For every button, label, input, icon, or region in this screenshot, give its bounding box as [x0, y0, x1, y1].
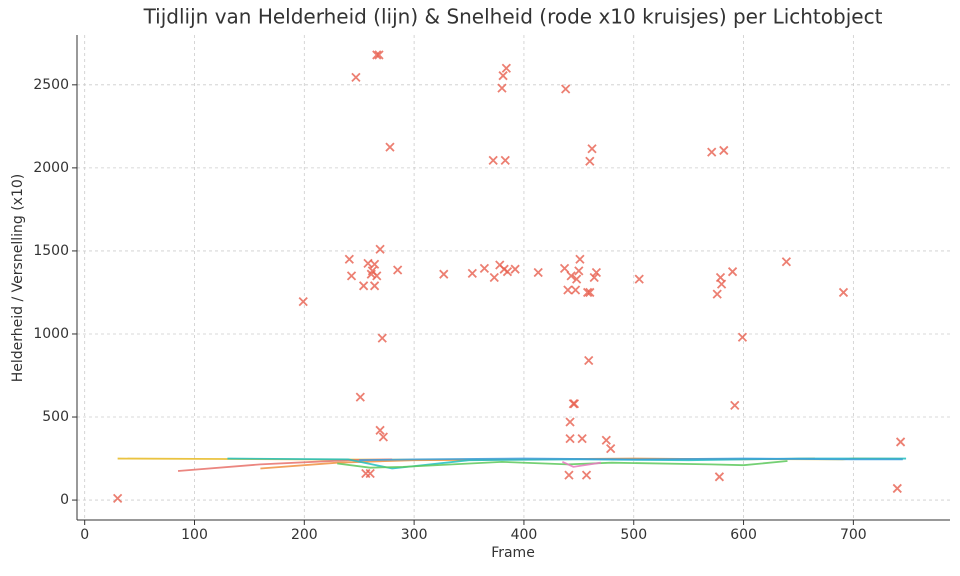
- speed-marker: [634, 274, 644, 284]
- speed-marker: [582, 287, 593, 298]
- speed-marker: [577, 433, 587, 444]
- speed-marker: [575, 254, 585, 264]
- speed-marker: [377, 333, 387, 343]
- speed-marker: [585, 287, 595, 298]
- speed-marker: [375, 244, 385, 254]
- y-tick-label: 0: [60, 492, 69, 508]
- speed-marker: [533, 267, 543, 278]
- x-tick-label: 200: [291, 527, 318, 543]
- speed-marker: [564, 470, 574, 480]
- x-tick-label: 100: [181, 527, 208, 543]
- speed-marker: [716, 279, 727, 289]
- speed-marker: [712, 289, 722, 299]
- speed-marker: [838, 287, 849, 298]
- brightness-line: [359, 457, 903, 462]
- speed-marker: [489, 272, 499, 283]
- x-tick-label: 300: [401, 527, 428, 543]
- speed-marker: [369, 259, 380, 269]
- speed-marker: [601, 435, 611, 445]
- speed-marker: [393, 265, 403, 275]
- speed-marker: [606, 443, 616, 454]
- speed-marker: [374, 50, 384, 60]
- speed-marker: [563, 285, 573, 295]
- speed-marker: [591, 267, 602, 278]
- speed-marker: [369, 281, 380, 291]
- x-tick-label: 400: [511, 527, 538, 543]
- speed-marker: [488, 155, 498, 166]
- speed-marker: [565, 433, 575, 444]
- speed-marker: [581, 470, 592, 480]
- speed-marker: [385, 142, 395, 152]
- speed-marker: [378, 432, 389, 442]
- y-tick-label: 1500: [33, 243, 69, 259]
- speed-marker: [498, 71, 508, 81]
- speed-marker: [584, 355, 594, 366]
- speed-marker: [574, 266, 584, 276]
- speed-marker: [502, 267, 513, 277]
- speed-marker: [781, 257, 792, 267]
- speed-marker: [467, 268, 477, 278]
- speed-marker: [112, 493, 123, 504]
- speed-marker: [479, 263, 490, 274]
- y-axis-label: Helderheid / Versnelling (x10): [10, 174, 26, 382]
- speed-marker: [569, 399, 580, 409]
- speed-marker: [572, 274, 582, 284]
- speed-marker: [737, 332, 748, 342]
- brightness-line: [561, 461, 601, 468]
- speed-marker: [351, 72, 361, 82]
- speed-marker: [895, 437, 906, 447]
- speed-marker: [497, 83, 507, 93]
- x-tick-label: 600: [730, 527, 757, 543]
- y-tick-label: 500: [42, 409, 69, 425]
- speed-marker: [566, 271, 576, 281]
- speed-marker: [585, 156, 595, 166]
- chart-title: Tijdlijn van Helderheid (lijn) & Snelhei…: [143, 5, 883, 29]
- speed-marker: [365, 468, 375, 479]
- speed-marker: [358, 281, 369, 291]
- speed-marker: [707, 147, 717, 157]
- speed-marker: [344, 254, 354, 264]
- speed-marker: [730, 400, 740, 411]
- speed-marker: [510, 264, 520, 274]
- speed-marker: [714, 472, 725, 482]
- speed-marker: [719, 145, 729, 156]
- speed-marker: [587, 144, 597, 154]
- y-tick-label: 1000: [33, 326, 69, 342]
- x-axis-label: Frame: [491, 545, 535, 561]
- speed-marker: [375, 425, 385, 435]
- speed-marker: [439, 269, 449, 279]
- y-tick-label: 2500: [33, 77, 69, 93]
- speed-marker: [372, 271, 382, 281]
- x-tick-label: 0: [80, 527, 89, 543]
- speed-marker: [561, 84, 571, 94]
- speed-marker: [355, 392, 365, 402]
- speed-marker: [500, 155, 510, 166]
- speed-marker: [727, 267, 738, 277]
- speed-marker: [501, 63, 511, 73]
- y-tick-label: 2000: [33, 160, 69, 176]
- speed-marker: [589, 272, 599, 283]
- x-tick-label: 700: [840, 527, 867, 543]
- x-tick-label: 500: [620, 527, 647, 543]
- speed-marker: [298, 296, 308, 307]
- speed-marker: [892, 483, 902, 494]
- speed-marker: [559, 263, 570, 274]
- speed-marker: [570, 285, 581, 295]
- speed-marker: [346, 271, 357, 281]
- speed-marker: [372, 50, 382, 60]
- speed-marker: [565, 417, 575, 427]
